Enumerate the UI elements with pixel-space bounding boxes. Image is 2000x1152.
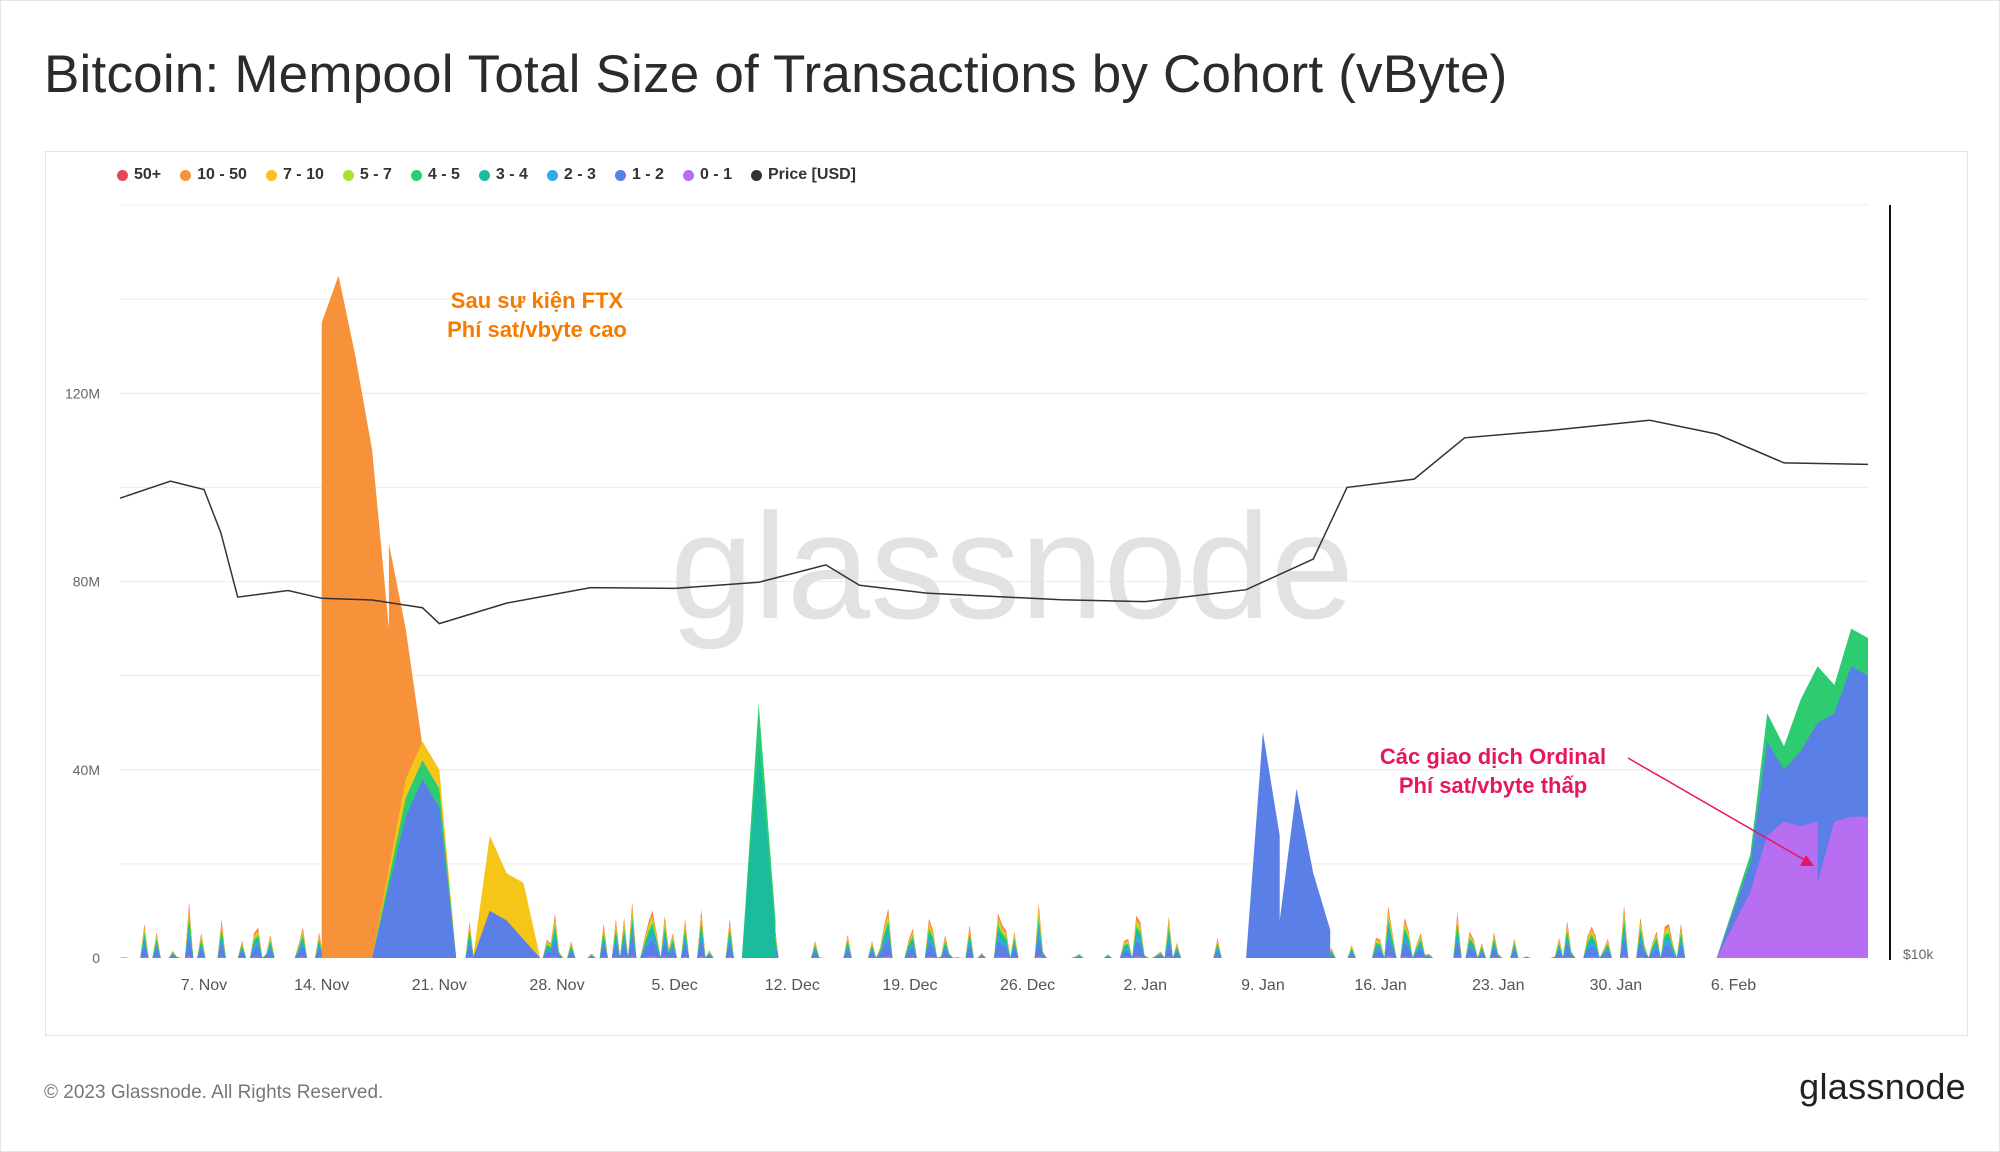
legend-dot-icon: [750, 169, 762, 181]
x-tick-label: 7. Nov: [181, 977, 227, 994]
annotation-ordinal-text: Phí sat/vbyte thấp: [1399, 773, 1587, 798]
x-tick-label: 9. Jan: [1241, 977, 1285, 994]
annotation-ftx-text: Sau sự kiện FTX: [451, 288, 624, 313]
x-tick-label: 16. Jan: [1354, 977, 1406, 994]
x-tick-label: 14. Nov: [294, 977, 349, 994]
y-tick-label: 80M: [73, 574, 100, 590]
feb-purple-area: [1716, 816, 1868, 958]
x-tick-label: 12. Dec: [765, 977, 820, 994]
x-tick-label: 5. Dec: [652, 977, 698, 994]
annotation-arrow-line: [1627, 757, 1809, 863]
legend-dot-icon: [614, 169, 626, 181]
legend-dot-icon: [342, 169, 354, 181]
annotation-ftx-text: Phí sat/vbyte cao: [447, 317, 627, 342]
legend-item-50plus[interactable]: 50+: [117, 166, 161, 184]
x-tick-label: 2. Jan: [1123, 977, 1167, 994]
legend-dot-icon: [546, 169, 558, 181]
x-tick-label: 6. Feb: [1711, 977, 1756, 994]
x-tick-label: 23. Jan: [1472, 977, 1524, 994]
legend-item-3-4[interactable]: 3 - 4: [478, 166, 528, 184]
legend-item-5-7[interactable]: 5 - 7: [342, 166, 392, 184]
page-title: Bitcoin: Mempool Total Size of Transacti…: [44, 45, 1508, 104]
x-tick-label: 28. Nov: [529, 977, 584, 994]
legend-dot-icon: [180, 169, 192, 181]
legend-dot-icon: [117, 169, 128, 181]
y-tick-label: 120M: [65, 385, 100, 401]
x-tick-label: 21. Nov: [412, 977, 467, 994]
x-tick-label: 26. Dec: [1000, 977, 1055, 994]
legend-label: 10 - 50: [197, 166, 247, 183]
blue-area: [372, 779, 457, 958]
legend-label: 0 - 1: [699, 166, 732, 183]
legend-item-4-5[interactable]: 4 - 5: [410, 166, 460, 184]
legend-label: 1 - 2: [631, 166, 664, 183]
legend-label: Price [USD]: [767, 166, 856, 183]
legend-item-7-10[interactable]: 7 - 10: [265, 166, 324, 184]
legend-label: 7 - 10: [282, 166, 324, 183]
legend-item-price[interactable]: Price [USD]: [750, 166, 856, 184]
legend-item-2-3[interactable]: 2 - 3: [546, 166, 596, 184]
annotation-arrow-head: [1800, 855, 1814, 866]
watermark: glassnode: [670, 482, 1354, 650]
legend-item-0-1[interactable]: 0 - 1: [682, 166, 732, 184]
noise-area: [120, 936, 1868, 958]
legend-label: 50+: [134, 166, 162, 183]
legend-label: 5 - 7: [359, 166, 392, 183]
x-tick-label: 19. Dec: [882, 977, 937, 994]
legend-item-1-2[interactable]: 1 - 2: [614, 166, 664, 184]
copyright-text: © 2023 Glassnode. All Rights Reserved.: [44, 1082, 384, 1103]
annotation-ordinal-text: Các giao dịch Ordinal: [1380, 744, 1606, 769]
chart-legend: 50+ 10 - 50 7 - 10 5 - 7 4 - 5 3 - 4 2 -…: [117, 166, 875, 184]
brand-logo: glassnode: [1799, 1066, 1966, 1107]
x-tick-label: 30. Jan: [1590, 977, 1642, 994]
legend-dot-icon: [410, 169, 422, 181]
legend-dot-icon: [478, 169, 490, 181]
legend-dot-icon: [265, 169, 277, 181]
legend-label: 3 - 4: [495, 166, 528, 183]
y-tick-label: 40M: [73, 762, 100, 778]
legend-label: 2 - 3: [563, 166, 596, 183]
jan-blue-spike: [1246, 732, 1331, 958]
legend-dot-icon: [682, 169, 694, 181]
noise-area: [120, 955, 1868, 958]
legend-item-10-50[interactable]: 10 - 50: [180, 166, 247, 184]
legend-label: 4 - 5: [427, 166, 460, 183]
price-line: [119, 419, 1869, 625]
blue-bump: [472, 910, 541, 958]
dec-cyan-spike: [741, 741, 776, 958]
y-tick-label: 0: [92, 950, 100, 966]
right-tick-label: $10k: [1903, 946, 1934, 962]
